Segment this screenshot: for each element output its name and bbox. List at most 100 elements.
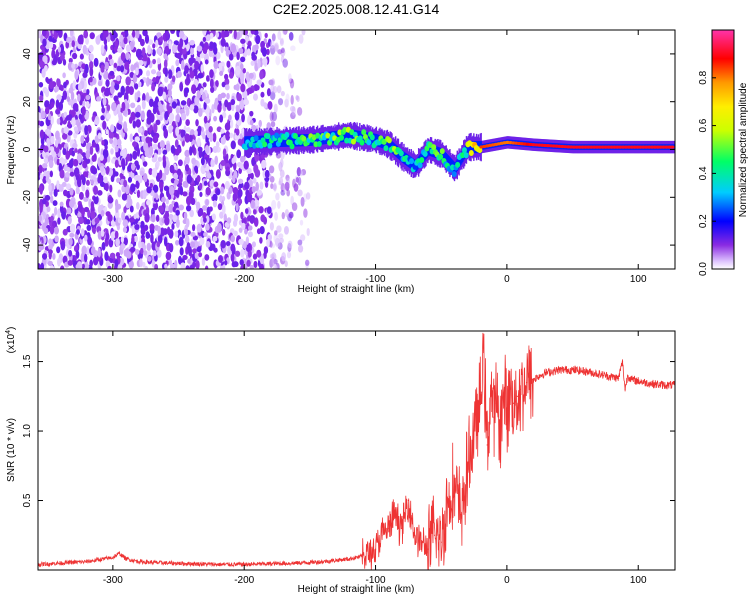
snr-xtick-label: -100 bbox=[366, 575, 386, 586]
spectrogram-noise-mark bbox=[85, 219, 91, 225]
spectrogram-noise-mark bbox=[43, 227, 49, 235]
spectrogram-noise-mark bbox=[44, 217, 49, 226]
spectrogram-noise-mark bbox=[247, 231, 253, 238]
spectrogram-noise-mark bbox=[230, 98, 236, 106]
spectrogram-noise-mark bbox=[68, 57, 73, 64]
spectrogram-noise-mark bbox=[149, 182, 154, 189]
spectrogram-noise-mark bbox=[219, 195, 223, 203]
spectrogram-noise-mark bbox=[167, 193, 172, 200]
spectrogram-noise-mark bbox=[220, 30, 226, 40]
spectrogram-noise-mark bbox=[63, 158, 68, 164]
spectrogram-ridge-band bbox=[337, 130, 339, 143]
spectrogram-noise-mark bbox=[101, 241, 106, 251]
spectrogram-noise-mark bbox=[69, 171, 75, 177]
spectrogram-noise-mark bbox=[194, 96, 200, 106]
spectrogram-noise-mark bbox=[271, 199, 277, 210]
spectrogram-noise-mark bbox=[86, 246, 90, 256]
spectrogram-noise-mark bbox=[224, 73, 229, 80]
colorbar-frame bbox=[711, 29, 735, 270]
spectrogram-noise-mark bbox=[216, 222, 222, 233]
spectrogram-noise-mark bbox=[164, 166, 170, 176]
spectrogram-noise-mark bbox=[182, 191, 188, 197]
spectrogram-noise-mark bbox=[178, 236, 184, 247]
spectrogram-noise-mark bbox=[135, 174, 141, 181]
spectrogram-noise-mark bbox=[100, 210, 105, 217]
spectrogram-noise-mark bbox=[185, 265, 190, 269]
spectrogram-noise-mark bbox=[226, 217, 232, 224]
spectrogram-noise-mark bbox=[240, 83, 246, 93]
spectrogram-ridge-mark bbox=[253, 135, 259, 142]
spectrogram-noise-mark bbox=[76, 90, 82, 97]
spectrogram-noise-mark bbox=[271, 257, 276, 266]
spectrogram-noise-mark bbox=[156, 57, 161, 65]
spectrogram-noise-mark bbox=[136, 147, 141, 157]
snr-point bbox=[407, 499, 409, 502]
spectrogram-noise-mark bbox=[38, 149, 41, 158]
spectrogram-noise-mark bbox=[60, 240, 66, 251]
spectrogram-noise-mark bbox=[39, 204, 43, 213]
spectrogram-noise-mark bbox=[185, 119, 190, 126]
spectrogram-noise-mark bbox=[52, 253, 56, 260]
spectrogram-noise-mark bbox=[56, 246, 61, 254]
snr-ytick-label: 1.0 bbox=[22, 424, 33, 438]
spectrogram-noise-mark bbox=[263, 102, 268, 109]
spectrogram-noise-mark bbox=[159, 35, 164, 42]
spectrogram-noise-mark bbox=[240, 249, 245, 258]
spectrogram-noise-mark bbox=[290, 94, 294, 105]
spectrogram-ridge-mark bbox=[670, 145, 675, 149]
spectrogram-xtick-label: -100 bbox=[366, 274, 386, 285]
spectrogram-noise-mark bbox=[199, 53, 205, 59]
spectrogram-noise-mark bbox=[116, 75, 121, 82]
spectrogram-noise-mark bbox=[291, 202, 298, 211]
spectrogram-noise-mark bbox=[197, 107, 203, 117]
spectrogram-noise-mark bbox=[145, 231, 150, 239]
spectrogram-noise-mark bbox=[279, 169, 285, 178]
spectrogram-noise-mark bbox=[180, 262, 186, 268]
spectrogram-noise-mark bbox=[97, 132, 102, 140]
spectrogram-noise-mark bbox=[191, 248, 197, 254]
snr-multiplier: (x104) bbox=[5, 327, 17, 354]
spectrogram-noise-mark bbox=[243, 160, 249, 170]
spectrogram-noise-mark bbox=[270, 84, 275, 93]
spectrogram-noise-mark bbox=[141, 99, 146, 110]
spectrogram-noise-mark bbox=[184, 87, 190, 94]
spectrogram-noise-mark bbox=[128, 86, 134, 95]
spectrogram-noise-mark bbox=[115, 203, 119, 214]
spectrogram-ridge-mark bbox=[461, 147, 467, 154]
spectrogram-noise-mark bbox=[67, 216, 72, 225]
spectrogram-noise-mark bbox=[305, 192, 311, 200]
spectrogram-noise-mark bbox=[175, 107, 180, 114]
spectrogram-noise-mark bbox=[122, 226, 128, 233]
spectrogram-ridge-mark bbox=[369, 134, 375, 141]
spectrogram-noise-mark bbox=[194, 129, 198, 137]
spectrogram-noise-mark bbox=[178, 255, 182, 265]
spectrogram-noise-mark bbox=[240, 56, 246, 63]
spectrogram-noise-mark bbox=[157, 226, 161, 236]
spectrogram-noise-mark bbox=[78, 216, 84, 225]
spectrogram-noise-mark bbox=[163, 53, 168, 60]
spectrogram-noise-mark bbox=[152, 135, 159, 144]
spectrogram-noise-mark bbox=[194, 60, 200, 71]
spectrogram-noise-mark bbox=[141, 261, 146, 268]
spectrogram-noise-mark bbox=[156, 32, 162, 38]
spectrogram-noise-mark bbox=[143, 173, 148, 183]
spectrogram-noise-mark bbox=[86, 143, 91, 152]
spectrogram-noise-mark bbox=[83, 30, 88, 39]
spectrogram-noise-mark bbox=[205, 223, 210, 231]
spectrogram-noise-mark bbox=[222, 229, 226, 236]
spectrogram-noise-mark bbox=[179, 81, 184, 92]
spectrogram-noise-mark bbox=[114, 259, 119, 268]
spectrogram-noise-mark bbox=[51, 151, 57, 158]
spectrogram-noise-mark bbox=[148, 146, 154, 156]
spectrogram-noise-mark bbox=[77, 82, 82, 92]
spectrogram-noise-mark bbox=[84, 63, 89, 74]
spectrogram-noise-mark bbox=[39, 95, 44, 102]
spectrogram-noise-mark bbox=[220, 128, 225, 134]
spectrogram-noise-mark bbox=[180, 100, 187, 106]
spectrogram-noise-mark bbox=[145, 92, 150, 102]
spectrogram-noise-mark bbox=[164, 216, 170, 226]
spectrogram-noise-mark bbox=[136, 189, 141, 199]
spectrogram-noise-mark bbox=[107, 265, 112, 269]
spectrogram-noise-mark bbox=[54, 235, 59, 243]
spectrogram-noise-mark bbox=[168, 105, 173, 114]
